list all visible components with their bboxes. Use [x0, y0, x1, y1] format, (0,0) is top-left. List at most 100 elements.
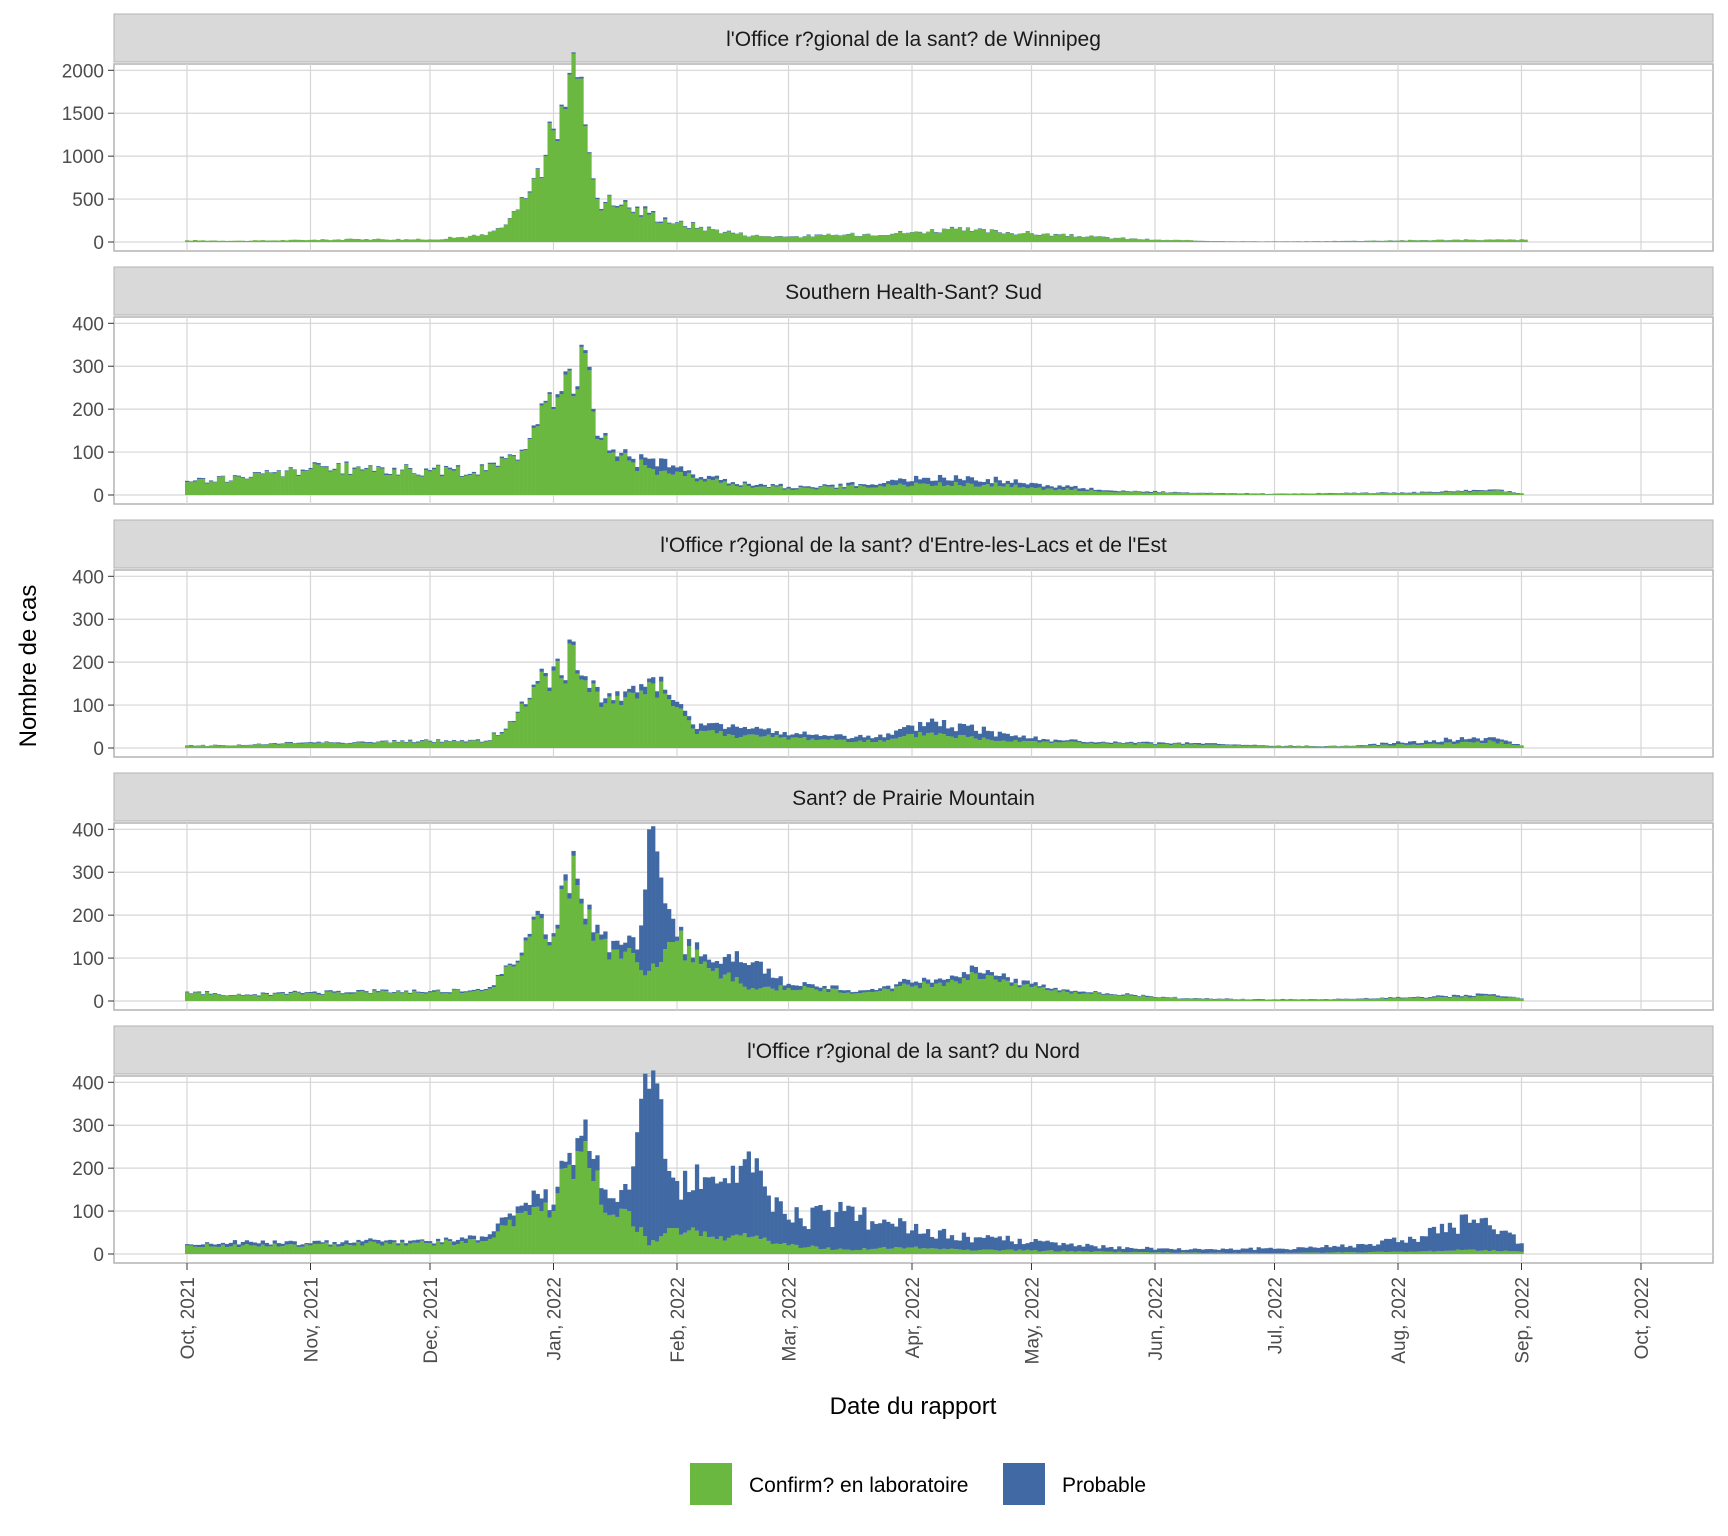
bar-probable: [240, 994, 246, 996]
bar-confirmed: [1093, 743, 1098, 748]
bar-confirmed: [1141, 1252, 1146, 1254]
bar-probable: [806, 486, 811, 488]
bar-confirmed: [774, 990, 779, 1001]
bar-probable: [1427, 741, 1433, 744]
bar-confirmed: [898, 986, 903, 1001]
bar-probable: [714, 229, 720, 231]
bar-confirmed: [862, 234, 867, 242]
bar-probable: [1411, 741, 1417, 745]
bar-confirmed: [910, 734, 915, 748]
bar-probable: [220, 995, 226, 997]
bar-probable: [714, 1183, 720, 1240]
bar-confirmed: [1176, 998, 1182, 1001]
bar-confirmed: [1085, 491, 1090, 495]
bar-confirmed: [1435, 744, 1441, 748]
bar-confirmed: [806, 740, 811, 748]
bar-confirmed: [471, 740, 477, 748]
bar-probable: [1300, 1247, 1305, 1253]
bar-probable: [1356, 1244, 1361, 1253]
bar-probable: [886, 481, 891, 484]
bar-probable: [898, 728, 903, 738]
bar-probable: [1503, 996, 1508, 998]
bar-confirmed: [1276, 745, 1281, 748]
bar-confirmed: [663, 219, 668, 242]
bar-probable: [702, 954, 708, 962]
bar-probable: [834, 734, 839, 741]
bar-confirmed: [1272, 1253, 1277, 1254]
bar-confirmed: [1435, 1250, 1441, 1254]
bar-probable: [519, 1205, 524, 1213]
y-tick-label: 100: [72, 949, 104, 970]
bar-probable: [372, 1239, 377, 1242]
bar-confirmed: [1208, 1252, 1214, 1254]
bar-confirmed: [698, 227, 704, 242]
bar-confirmed: [738, 1235, 744, 1254]
bar-probable: [858, 990, 863, 994]
bar-confirmed: [1192, 998, 1198, 1001]
bar-confirmed: [312, 1243, 317, 1254]
bar-confirmed: [328, 471, 333, 495]
bar-confirmed: [1467, 492, 1472, 495]
bar-confirmed: [1407, 493, 1413, 495]
bar-probable: [1149, 996, 1154, 997]
bar-probable: [268, 743, 273, 744]
bar-probable: [810, 487, 815, 489]
bar-probable: [252, 994, 258, 996]
bar-probable: [324, 1240, 329, 1243]
bar-confirmed: [320, 743, 325, 748]
bar-probable: [643, 206, 648, 209]
bar-confirmed: [850, 233, 855, 242]
bar-confirmed: [806, 987, 811, 1001]
bar-confirmed: [782, 236, 787, 242]
bar-confirmed: [1352, 493, 1357, 495]
bar-confirmed: [1380, 492, 1385, 495]
bar-probable: [1507, 1232, 1512, 1252]
bar-probable: [1145, 491, 1150, 493]
bar-probable: [985, 479, 990, 485]
bar-probable: [742, 726, 747, 736]
bar-probable: [706, 475, 712, 480]
bar-probable: [1435, 995, 1441, 997]
bar-confirmed: [1125, 994, 1130, 1001]
bar-confirmed: [953, 229, 959, 242]
bar-probable: [655, 691, 660, 698]
bar-confirmed: [746, 989, 751, 1001]
bar-confirmed: [463, 475, 469, 495]
bar-confirmed: [1376, 746, 1381, 748]
bar-probable: [412, 473, 417, 475]
bar-probable: [762, 1186, 767, 1238]
bar-confirmed: [1236, 999, 1241, 1001]
bar-probable: [1427, 997, 1433, 999]
bar-confirmed: [1101, 491, 1106, 495]
bar-probable: [1049, 486, 1054, 489]
bar-confirmed: [428, 992, 433, 1001]
bar-confirmed: [770, 988, 775, 1001]
bar-probable: [1224, 1249, 1230, 1254]
bar-confirmed: [232, 476, 238, 495]
bar-probable: [941, 1228, 947, 1249]
bar-confirmed: [412, 239, 417, 242]
bar-probable: [579, 898, 584, 904]
bar-confirmed: [917, 732, 923, 748]
bar-confirmed: [431, 239, 437, 242]
bar-confirmed: [1224, 1253, 1230, 1254]
bar-confirmed: [1515, 493, 1520, 495]
bar-confirmed: [459, 741, 465, 748]
bar-probable: [607, 450, 612, 454]
bar-confirmed: [929, 1248, 935, 1254]
bar-probable: [312, 462, 317, 464]
bar-confirmed: [1336, 746, 1341, 748]
bar-confirmed: [854, 236, 859, 242]
bar-confirmed: [1455, 239, 1461, 242]
bar-confirmed: [360, 742, 365, 748]
bar-confirmed: [1013, 235, 1018, 242]
bar-probable: [1403, 1242, 1409, 1252]
bar-probable: [1184, 742, 1190, 745]
bar-probable: [591, 1158, 596, 1182]
bar-confirmed: [1109, 1251, 1114, 1254]
bar-probable: [599, 702, 604, 707]
bar-confirmed: [890, 1248, 895, 1254]
bar-confirmed: [1447, 997, 1453, 1001]
bar-confirmed: [396, 991, 401, 1001]
bar-confirmed: [1399, 744, 1405, 748]
